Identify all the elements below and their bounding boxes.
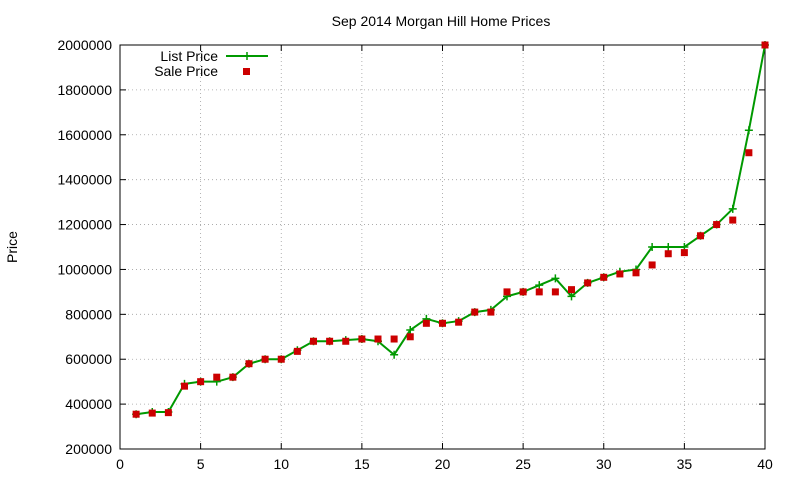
legend-label-sale-price: Sale Price [154,63,218,79]
sale-price-point [535,288,543,296]
sale-price-point [310,337,317,345]
sale-price-point [245,360,253,368]
y-tick-label: 1400000 [57,172,112,188]
sale-price-point [632,269,640,277]
sale-price-point [374,335,382,343]
sale-price-point [358,335,366,343]
sale-price-point [729,216,737,224]
sale-price-point [680,249,688,257]
sale-price-point [132,410,140,418]
sale-price-point [422,319,430,327]
legend-marker-sale-price [243,68,250,75]
sale-price-point [213,373,221,381]
sale-price-point [745,149,753,157]
list-price-point [744,126,753,135]
y-tick-label: 200000 [65,441,112,457]
sale-price-point [648,261,656,269]
x-tick-label: 10 [273,456,289,472]
sale-price-point [713,221,721,229]
sale-price-point [390,335,398,343]
sale-price-point [616,270,624,278]
list-price-point [535,281,544,290]
sale-price-point [326,337,334,345]
y-axis-label: Price [4,231,20,263]
x-tick-label: 35 [677,456,693,472]
x-tick-label: 25 [515,456,531,472]
list-price-point [728,204,737,213]
x-tick-label: 15 [354,456,370,472]
sale-price-point [261,355,269,363]
sale-price-point [406,333,414,341]
sale-price-point [761,41,769,49]
sale-price-point [697,232,704,240]
legend: List Price Sale Price [154,48,268,79]
sale-price-point [277,355,285,363]
list-price-line [135,44,766,416]
list-price-point [390,350,399,359]
axis-ticks: 0 5 10 15 20 25 30 35 40 200000 400000 600000 800000… [57,37,773,472]
sale-price-point [551,288,559,296]
list-price-point [406,326,415,335]
sale-price-point [181,382,188,390]
sale-price-point [455,318,463,326]
sale-price-point [600,273,608,281]
sale-price-point [584,279,592,287]
x-tick-label: 20 [435,456,451,472]
sale-price-point [197,378,205,386]
list-price-point [664,243,673,251]
sale-price-point [164,409,172,417]
sale-price-point [519,288,527,296]
x-tick-label: 0 [116,456,124,472]
x-tick-label: 30 [596,456,612,472]
y-tick-label: 600000 [65,351,112,367]
sale-price-point [471,308,479,316]
sale-price-point [342,337,350,345]
y-tick-label: 800000 [65,306,112,322]
y-tick-label: 2000000 [57,37,112,53]
y-tick-label: 1600000 [57,127,112,143]
list-price-point [567,292,576,301]
series-group [132,41,769,419]
sale-price-point [148,409,156,417]
sale-price-point [293,347,301,355]
sale-price-point [664,250,672,258]
sale-price-point [487,308,495,316]
chart-title: Sep 2014 Morgan Hill Home Prices [332,13,551,29]
sale-price-point [568,286,575,294]
y-tick-label: 1000000 [57,261,112,277]
sale-price-point [439,319,446,327]
y-tick-label: 400000 [65,396,112,412]
y-tick-label: 1200000 [57,217,112,233]
x-tick-label: 5 [197,456,205,472]
y-tick-label: 1800000 [57,82,112,98]
list-price-point [551,274,560,283]
sale-price-point [229,373,237,381]
sale-price-point [503,288,511,296]
legend-marker-list-price [243,52,251,60]
list-price-point [648,243,657,251]
legend-label-list-price: List Price [160,48,218,64]
x-tick-label: 40 [757,456,773,472]
